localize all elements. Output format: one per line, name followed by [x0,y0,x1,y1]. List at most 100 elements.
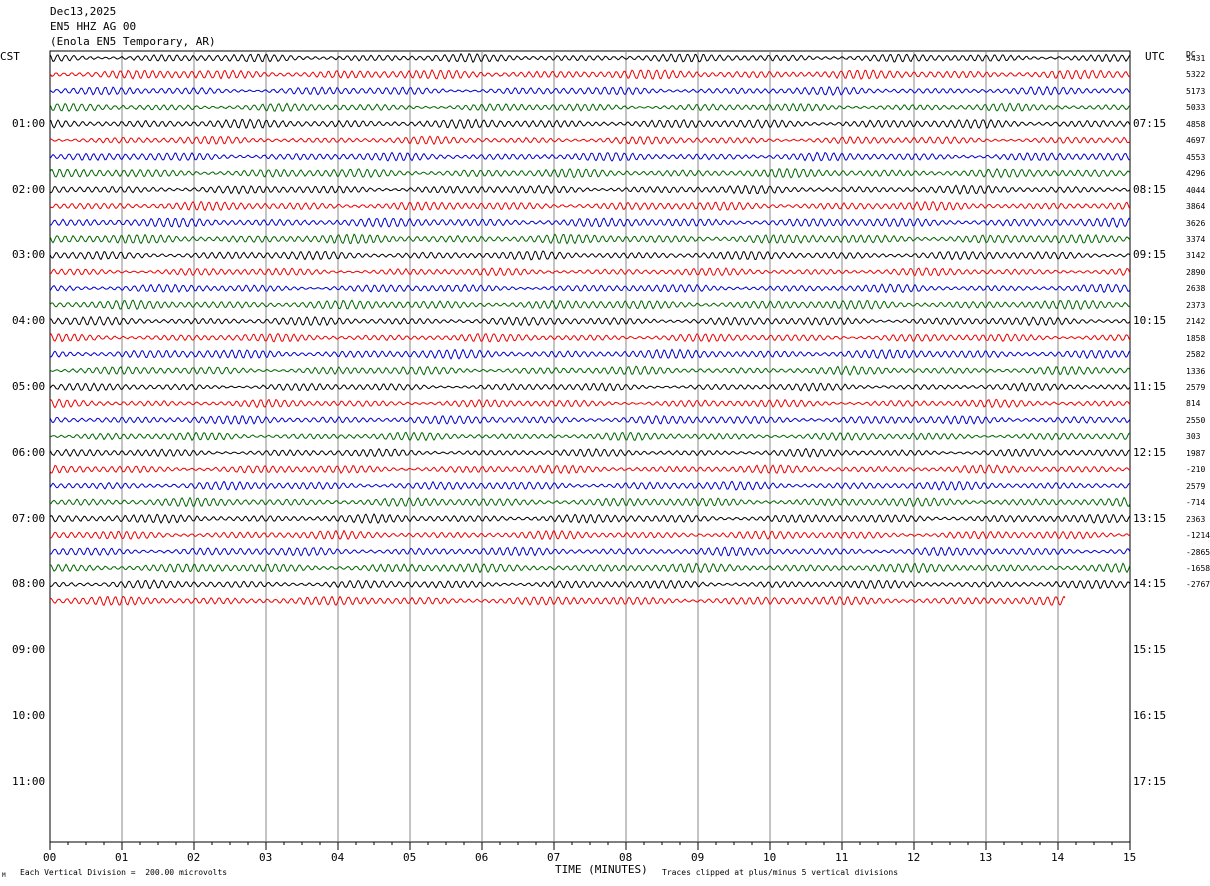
dc-offset-label: -2865 [1186,547,1210,557]
utc-hour-label: 16:15 [1133,709,1167,722]
dc-offset-label: 5431 [1186,54,1206,63]
seismic-trace [49,398,1131,409]
cst-hour-label: 04:00 [12,314,46,328]
seismic-trace [49,464,1131,475]
x-tick-label: 01 [115,851,129,864]
seismic-trace [49,200,1131,212]
cst-hour-label: 05:00 [12,380,46,393]
dc-offset-label: 2638 [1186,284,1206,294]
dc-offset-label: -714 [1186,498,1206,508]
x-tick-label: 05 [403,851,417,864]
cst-hour-label: 03:00 [12,248,46,262]
dc-offset-label: -210 [1186,465,1206,475]
dc-offset-label: 3626 [1186,218,1206,228]
seismic-trace [49,348,1131,360]
x-tick-label: 11 [835,851,849,864]
scale-note: Each Vertical Division = 200.00 microvol… [20,868,228,877]
seismic-trace [49,447,1131,458]
dc-offset-label: 3142 [1186,251,1206,261]
seismic-trace [49,513,1131,524]
corner-mark: M [2,872,6,879]
seismic-trace [49,217,1131,229]
x-tick-label: 03 [259,851,273,864]
dc-offset-label: 2579 [1186,481,1206,491]
dc-offset-label: 4858 [1186,119,1206,129]
dc-offset-label: -2767 [1186,580,1210,590]
seismic-trace [49,579,1131,590]
seismic-trace [49,184,1131,195]
x-tick-label: 00 [43,851,57,864]
seismic-trace [49,595,1066,607]
seismic-trace [49,135,1131,146]
dc-offset-label: 4296 [1186,169,1206,179]
dc-offset-label: 2890 [1186,267,1206,277]
dc-offset-label: 4697 [1186,136,1206,146]
seismic-trace [49,167,1131,179]
x-tick-label: 13 [979,851,993,864]
seismic-trace [49,102,1131,112]
dc-offset-label: 4044 [1186,185,1206,195]
seismic-trace [49,85,1131,96]
dc-offset-label: 2142 [1186,317,1206,327]
dc-offset-label: 1987 [1186,448,1206,458]
cst-hour-label: 11:00 [12,774,46,788]
seismic-trace [49,546,1131,557]
x-tick-label: 04 [331,851,345,864]
seismic-trace [49,496,1131,508]
dc-offset-label: 303 [1186,432,1201,442]
utc-hour-label: 14:15 [1133,577,1167,591]
cst-hour-label: 09:00 [12,643,46,657]
cst-hour-label: 02:00 [12,182,46,196]
cst-hour-label: 07:00 [12,511,46,525]
seismic-trace [49,332,1131,343]
x-axis-title: TIME (MINUTES) [555,863,648,876]
cst-hour-label: 01:00 [12,116,46,130]
seismic-trace [49,250,1131,261]
x-tick-label: 14 [1051,851,1065,864]
dc-offset-label: 814 [1186,399,1201,409]
dc-offset-label: 3864 [1186,202,1206,212]
seismic-trace [49,415,1131,425]
dc-header-label: DC [1186,50,1196,59]
plot-frame [49,50,1131,843]
x-tick-label: 09 [691,851,705,864]
seismic-trace [49,68,1131,80]
dc-offset-label: 5322 [1186,70,1206,80]
utc-hour-label: 13:15 [1133,511,1167,525]
seismic-trace [49,52,1131,64]
utc-hour-label: 11:15 [1133,380,1167,393]
utc-hour-label: 12:15 [1133,445,1167,459]
left-timezone-label: CST [0,50,20,63]
dc-offset-label: 1336 [1186,366,1206,376]
x-tick-label: 02 [187,851,201,864]
seismic-trace [49,267,1131,277]
seismic-trace [49,151,1131,162]
dc-offset-label: 4553 [1186,152,1206,162]
dc-offset-label: 3374 [1186,234,1206,244]
x-tick-label: 15 [1123,851,1137,864]
dc-offset-label: 2582 [1186,350,1206,360]
seismic-trace [49,480,1131,491]
seismic-trace [49,529,1131,541]
right-timezone-label: UTC [1145,50,1165,63]
chart-date: Dec13,2025 [50,5,117,18]
channel-label: EN5 HHZ AG 00 [50,20,137,33]
clip-note: Traces clipped at plus/minus 5 vertical … [662,868,899,877]
utc-hour-label: 07:15 [1133,116,1167,130]
utc-hour-label: 15:15 [1133,643,1167,657]
dc-offset-label: -1658 [1186,563,1210,573]
seismic-trace [49,431,1131,442]
dc-offset-label: 2363 [1186,514,1206,524]
seismic-trace [49,365,1131,376]
seismic-trace [49,382,1131,392]
utc-hour-label: 10:15 [1133,314,1167,328]
cst-hour-label: 10:00 [12,709,46,722]
seismic-trace [49,562,1131,574]
seismic-trace [49,233,1131,245]
utc-hour-label: 08:15 [1133,182,1167,196]
dc-offset-label: 2373 [1186,300,1206,310]
seismic-trace [49,299,1131,311]
dc-offset-label: 5173 [1186,86,1206,96]
cst-hour-label: 06:00 [12,445,46,459]
